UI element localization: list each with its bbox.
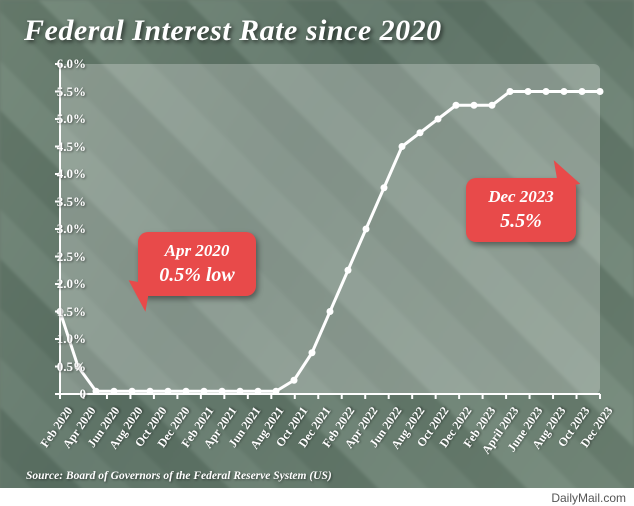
callout-line1: Dec 2023 bbox=[480, 186, 562, 208]
y-tick-label: 1.0% bbox=[57, 331, 86, 347]
y-tick-label: 4.5% bbox=[57, 139, 86, 155]
chart-title: Federal Interest Rate since 2020 bbox=[24, 14, 442, 48]
source-text: Source: Board of Governors of the Federa… bbox=[26, 470, 332, 482]
y-tick-label: 6.0% bbox=[57, 56, 86, 72]
y-tick-label: 1.5% bbox=[57, 304, 86, 320]
y-tick-label: 0.5% bbox=[57, 359, 86, 375]
y-tick-label: 0 bbox=[80, 386, 87, 402]
y-tick-label: 2.5% bbox=[57, 249, 86, 265]
callout-line2: 0.5% low bbox=[152, 262, 242, 288]
y-tick-label: 2.0% bbox=[57, 276, 86, 292]
watermark-bar: DailyMail.com bbox=[0, 488, 634, 506]
callout-high: Dec 20235.5% bbox=[466, 178, 576, 242]
y-tick-label: 4.0% bbox=[57, 166, 86, 182]
y-tick-label: 5.0% bbox=[57, 111, 86, 127]
callout-low: Apr 20200.5% low bbox=[138, 232, 256, 296]
y-tick-label: 5.5% bbox=[57, 84, 86, 100]
callout-tail bbox=[554, 156, 581, 187]
callout-line2: 5.5% bbox=[480, 208, 562, 234]
y-tick-label: 3.0% bbox=[57, 221, 86, 237]
watermark-text: DailyMail.com bbox=[551, 491, 626, 505]
y-tick-label: 3.5% bbox=[57, 194, 86, 210]
callout-line1: Apr 2020 bbox=[152, 240, 242, 262]
